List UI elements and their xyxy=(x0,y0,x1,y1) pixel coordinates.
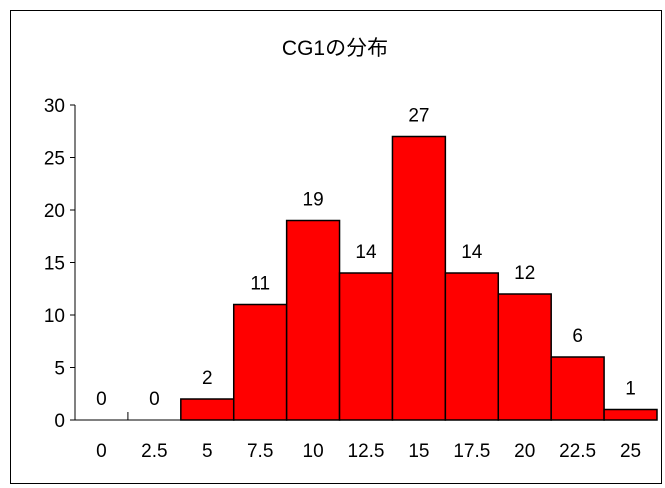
x-tick-label: 5 xyxy=(202,441,213,462)
x-tick-label: 2.5 xyxy=(141,441,167,462)
bar xyxy=(444,272,500,421)
x-tick-label: 0 xyxy=(96,441,107,462)
x-tick-label: 12.5 xyxy=(348,441,385,462)
data-label: 0 xyxy=(149,389,160,410)
data-label: 19 xyxy=(303,190,324,211)
x-tick-label: 20 xyxy=(514,441,535,462)
x-tick-label: 7.5 xyxy=(247,441,273,462)
bar xyxy=(232,303,288,421)
data-label: 12 xyxy=(514,263,535,284)
y-tick-labels: 0 5 10 15 20 25 30 xyxy=(44,96,65,432)
data-label: 27 xyxy=(408,106,429,127)
y-tick-label: 10 xyxy=(44,306,65,327)
bar xyxy=(603,408,658,421)
x-tick-labels: 0 2.5 5 7.5 10 12.5 15 17.5 20 22.5 25 xyxy=(96,441,641,462)
data-label: 2 xyxy=(202,368,213,389)
x-tick-label: 17.5 xyxy=(453,441,490,462)
y-tick-label: 5 xyxy=(54,359,65,380)
x-tick-label: 10 xyxy=(303,441,324,462)
data-labels: 0 0 2 11 19 14 27 14 12 6 1 xyxy=(96,106,636,411)
y-tick-label: 20 xyxy=(44,201,65,222)
y-tick-label: 15 xyxy=(44,254,65,275)
bar xyxy=(550,356,605,421)
y-tick-label: 25 xyxy=(44,149,65,170)
data-label: 1 xyxy=(625,379,636,400)
bar xyxy=(497,293,552,421)
data-label: 6 xyxy=(572,326,583,347)
bar xyxy=(285,219,341,421)
bar xyxy=(391,135,447,421)
data-label: 0 xyxy=(96,389,107,410)
y-tick-label: 0 xyxy=(54,411,65,432)
y-tick-label: 30 xyxy=(44,96,65,117)
data-label: 14 xyxy=(461,242,483,263)
x-tick-label: 25 xyxy=(620,441,641,462)
chart-title: CG1の分布 xyxy=(282,37,388,60)
x-tick-label: 15 xyxy=(408,441,429,462)
bar xyxy=(180,398,235,421)
x-tick-label: 22.5 xyxy=(559,441,596,462)
data-label: 11 xyxy=(250,274,270,295)
bars xyxy=(180,135,658,421)
bar xyxy=(338,272,394,421)
data-label: 14 xyxy=(355,242,377,263)
